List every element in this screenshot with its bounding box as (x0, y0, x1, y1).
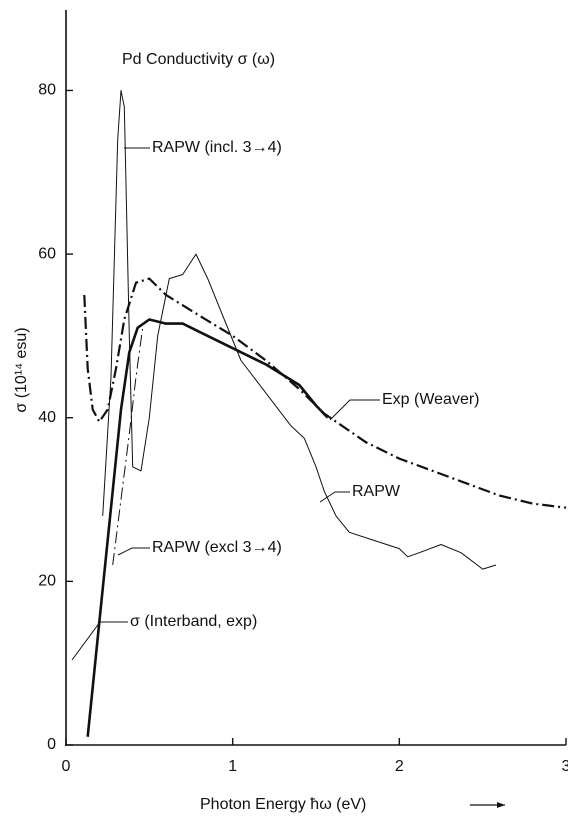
series-line (83, 277, 567, 509)
series-line (102, 90, 497, 570)
leader (319, 491, 350, 503)
series-line (112, 327, 144, 566)
y-axis-label: σ (10¹⁴ esu) (13, 327, 30, 412)
chart-title: Pd Conductivity σ (ω) (122, 51, 275, 68)
series-label: RAPW (incl. 3→4) (152, 139, 282, 156)
y-tick-label: 40 (38, 409, 56, 426)
y-tick-label: 80 (38, 82, 56, 99)
series-label: RAPW (excl 3→4) (152, 539, 282, 556)
y-tick-label: 20 (38, 573, 56, 590)
x-arrow-head (497, 802, 505, 808)
x-tick-label: 2 (395, 758, 404, 775)
y-tick-label: 0 (47, 736, 56, 753)
x-tick-label: 0 (62, 758, 71, 775)
leader (329, 399, 380, 421)
annotation: RAPW (352, 483, 401, 500)
leader (117, 547, 150, 556)
y-tick-label: 60 (38, 245, 56, 262)
series-label: σ (Interband, exp) (130, 613, 257, 630)
series-line (86, 318, 329, 737)
x-tick-label: 3 (562, 758, 568, 775)
series-label: Exp (Weaver) (382, 391, 480, 408)
x-axis-label: Photon Energy ħω (eV) (200, 796, 366, 813)
x-tick-label: 1 (228, 758, 237, 775)
